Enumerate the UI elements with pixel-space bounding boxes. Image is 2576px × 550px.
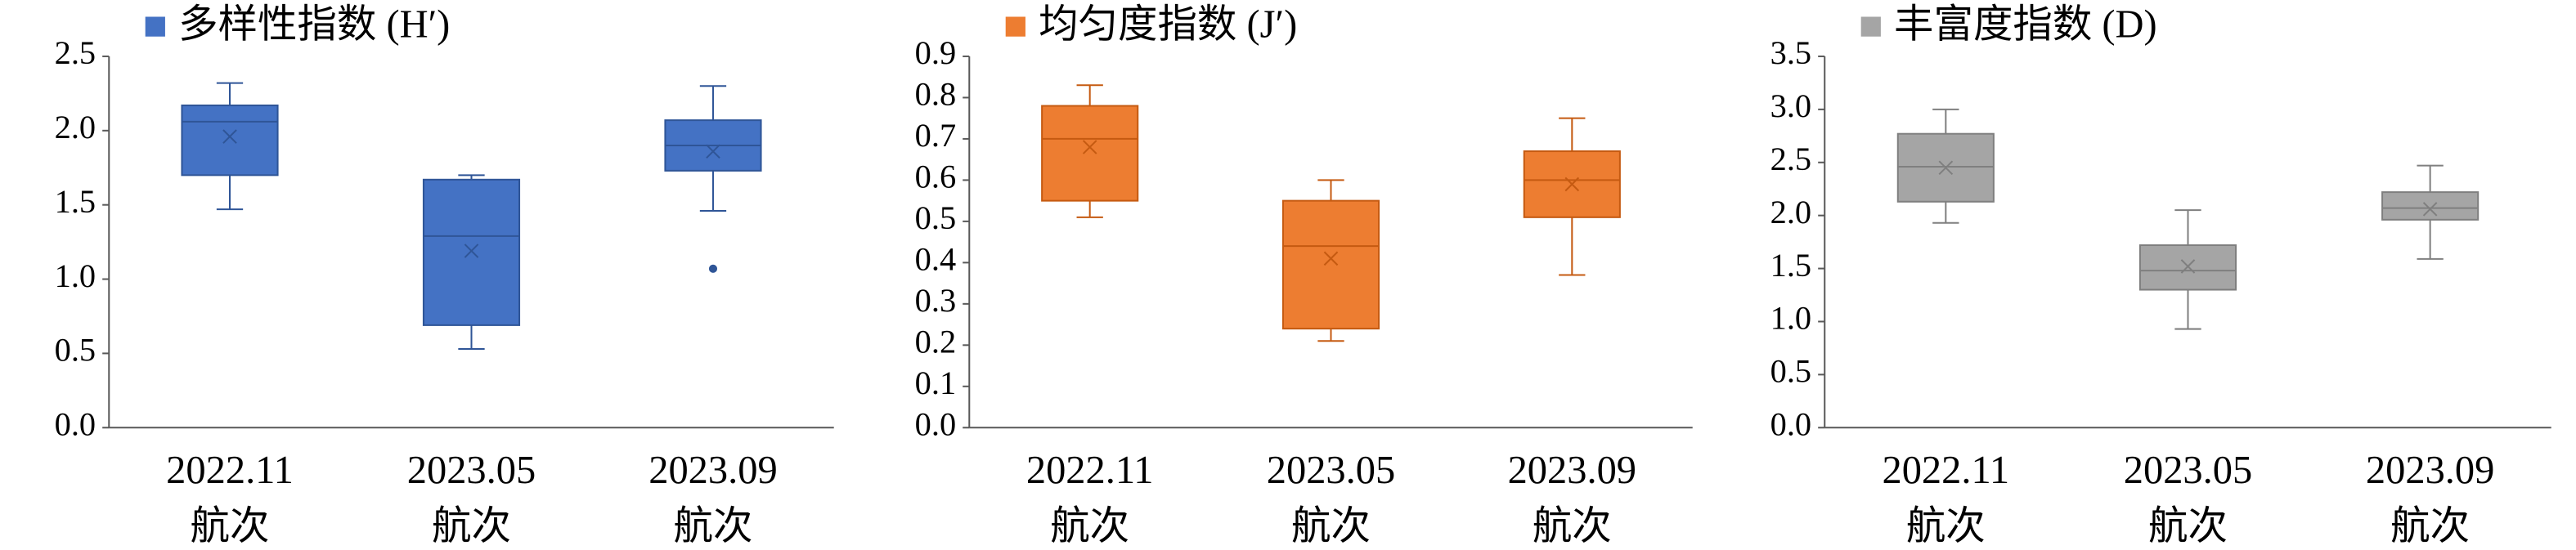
x-tick-label: 航次 [674,504,753,548]
y-tick-label: 0.3 [915,282,956,319]
y-tick-label: 0.0 [1770,406,1811,443]
x-tick-label: 航次 [2148,504,2228,548]
box [181,104,279,177]
mean-marker [1082,140,1097,154]
legend-label: 丰富度指数 (D) [1894,3,2157,47]
mean-marker [2422,202,2438,217]
x-tick-label: 2022.11 [166,449,294,492]
legend-label: 多样性指数 (H′) [178,3,450,47]
x-tick-label: 航次 [1291,504,1371,548]
y-tick-label: 1.0 [1770,300,1811,337]
x-tick-label: 航次 [432,504,511,548]
x-tick-label: 2023.05 [1267,449,1395,492]
x-tick-label: 航次 [1533,504,1612,548]
mean-marker [222,129,237,144]
box [1281,199,1380,330]
legend-swatch [145,16,165,37]
y-tick-label: 2.5 [1770,141,1811,177]
y-tick-label: 0.9 [915,34,956,71]
x-tick-label: 航次 [1906,504,1986,548]
y-tick-label: 0.6 [915,159,956,195]
box [422,178,521,326]
x-tick-label: 航次 [1050,504,1129,548]
y-tick-label: 1.5 [1770,247,1811,284]
mean-marker [464,244,479,258]
mean-marker [2180,259,2196,274]
y-tick-label: 0.8 [915,76,956,113]
y-tick-label: 3.5 [1770,34,1811,71]
y-tick-label: 2.5 [55,34,96,71]
y-tick-label: 0.0 [55,406,96,443]
y-tick-label: 1.0 [55,257,96,294]
y-tick-label: 2.0 [55,109,96,145]
mean-marker [1564,177,1580,192]
legend-label: 均匀度指数 (J′) [1039,3,1297,47]
x-tick-label: 航次 [191,504,270,548]
y-tick-label: 0.1 [915,364,956,401]
mean-marker [1323,251,1339,266]
legend-swatch [1005,16,1025,37]
y-tick-label: 0.7 [915,117,956,154]
x-tick-label: 2023.05 [2124,449,2252,492]
y-tick-label: 0.5 [55,332,96,369]
y-tick-label: 0.5 [1770,353,1811,390]
y-tick-label: 2.0 [1770,194,1811,230]
x-tick-label: 2022.11 [1026,449,1154,492]
x-tick-label: 2022.11 [1882,449,2009,492]
x-tick-label: 2023.09 [648,449,777,492]
mean-marker [706,144,720,159]
y-tick-label: 0.5 [915,199,956,236]
y-tick-label: 1.5 [55,183,96,220]
legend-swatch [1860,16,1881,37]
y-tick-label: 3.0 [1770,87,1811,124]
y-tick-label: 0.2 [915,324,956,360]
box [2381,191,2480,221]
y-tick-label: 0.0 [915,406,956,443]
x-tick-label: 航次 [2390,504,2470,548]
x-tick-label: 2023.05 [407,449,536,492]
x-tick-label: 2023.09 [2366,449,2494,492]
outlier [708,264,718,273]
x-tick-label: 2023.09 [1508,449,1636,492]
y-tick-label: 0.4 [915,241,956,278]
mean-marker [1938,160,1954,176]
box [1041,105,1139,202]
